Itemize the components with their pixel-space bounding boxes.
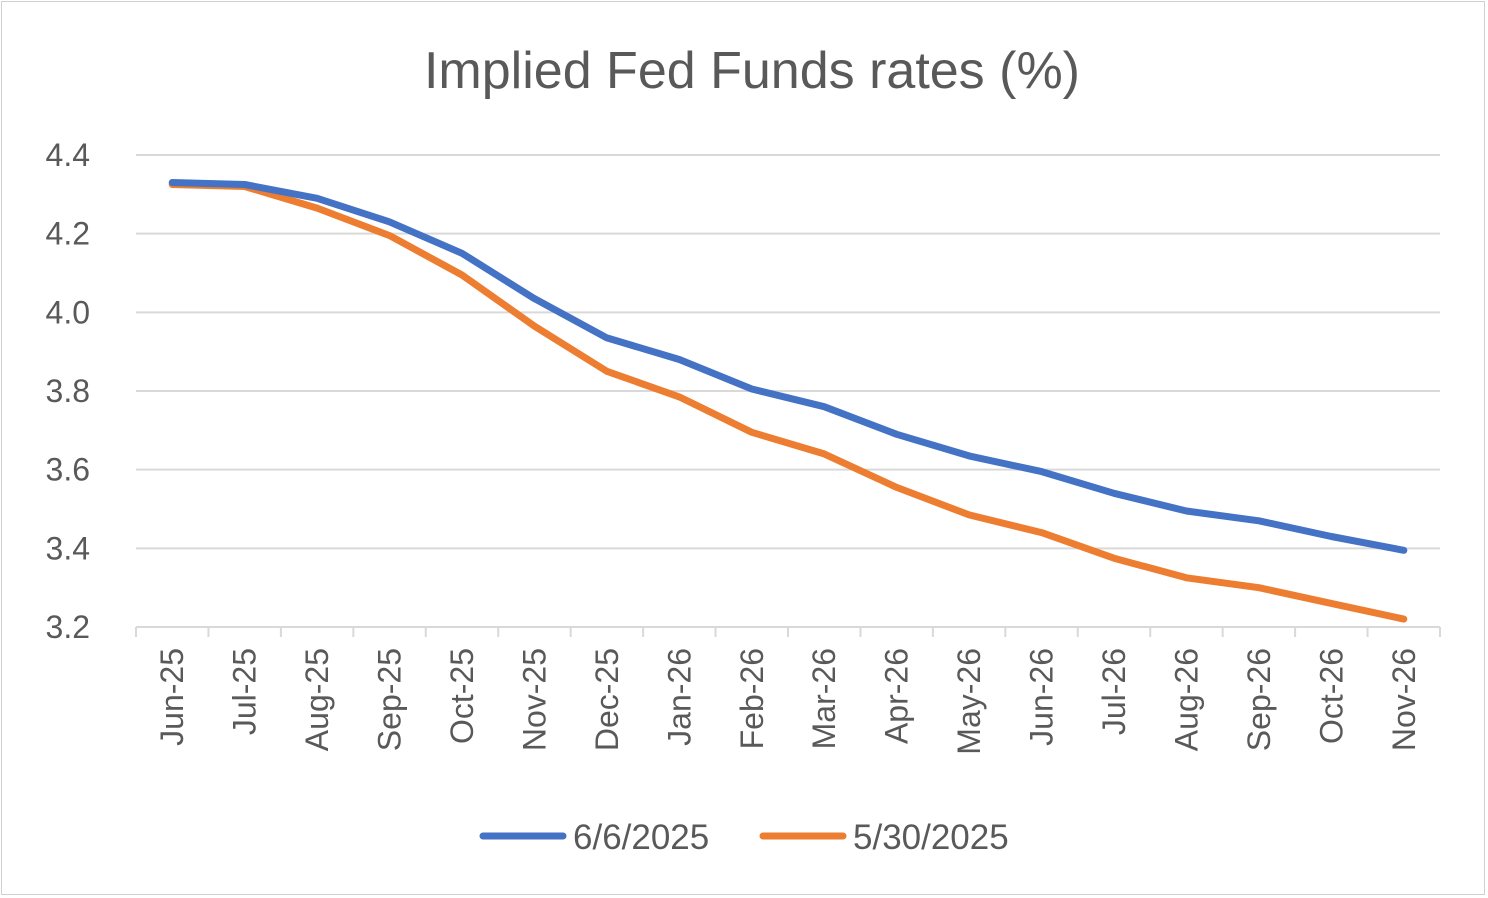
x-tick-label: Jun-26 bbox=[1024, 648, 1060, 746]
y-tick-label: 3.2 bbox=[46, 609, 90, 645]
x-tick-label: Feb-26 bbox=[734, 648, 770, 749]
x-tick-label: Oct-25 bbox=[444, 648, 480, 744]
x-tick-label: Jul-25 bbox=[227, 648, 263, 735]
y-tick-label: 4.2 bbox=[46, 216, 90, 252]
legend: 6/6/2025 5/30/2025 bbox=[479, 818, 1009, 857]
x-tick-label: Jun-25 bbox=[154, 648, 190, 746]
x-tick-label: Mar-26 bbox=[806, 648, 842, 749]
legend-label-1: 5/30/2025 bbox=[853, 818, 1009, 857]
x-tick-label: Dec-25 bbox=[589, 648, 625, 751]
y-tick-label: 4.0 bbox=[46, 294, 90, 330]
x-tick-label: Nov-25 bbox=[516, 648, 552, 751]
series-line-1 bbox=[168, 181, 1408, 623]
x-tick-label: Aug-26 bbox=[1168, 648, 1204, 751]
x-tick-label: Sep-26 bbox=[1241, 648, 1277, 751]
x-axis: Jun-25 Jul-25 Aug-25 Sep-25 Oct-25 Nov-25 Dec-… bbox=[135, 626, 1441, 755]
x-tick-label: Jul-26 bbox=[1096, 648, 1132, 735]
x-tick-label: May-26 bbox=[951, 648, 987, 755]
y-tick-label: 3.6 bbox=[46, 452, 90, 488]
x-tick-label: Sep-25 bbox=[372, 648, 408, 751]
y-tick-label: 4.4 bbox=[46, 137, 90, 173]
y-tick-label: 3.4 bbox=[46, 530, 90, 566]
chart-title: Implied Fed Funds rates (%) bbox=[424, 42, 1080, 100]
x-tick-label: Aug-25 bbox=[299, 648, 335, 751]
series-lines bbox=[168, 179, 1408, 623]
x-tick-label: Jan-26 bbox=[661, 648, 697, 746]
x-tick-label: Nov-26 bbox=[1386, 648, 1422, 751]
y-tick-label: 3.8 bbox=[46, 373, 90, 409]
y-axis-ticks: 3.2 3.4 3.6 3.8 4.0 4.2 4.4 bbox=[46, 137, 90, 645]
legend-label-0: 6/6/2025 bbox=[573, 818, 709, 857]
series-line-0 bbox=[168, 179, 1408, 554]
x-tick-label: Apr-26 bbox=[879, 648, 915, 744]
gridlines bbox=[136, 154, 1440, 550]
x-tick-label: Oct-26 bbox=[1313, 648, 1349, 744]
